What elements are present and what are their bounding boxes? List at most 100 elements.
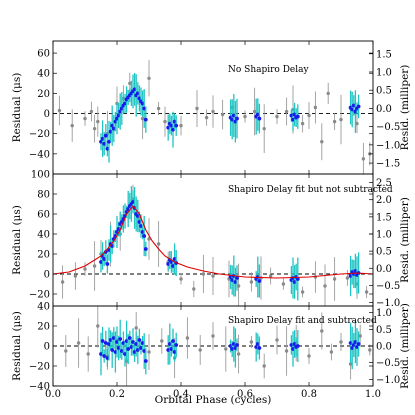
data-point-blue [353, 340, 358, 344]
top-y-axis-title: Residual (μs) [11, 73, 23, 143]
bottom-y2-axis-title: Resid. (milliper) [399, 303, 411, 389]
data-point-grey [179, 277, 183, 281]
shapiro-delay-model-curve [53, 205, 373, 279]
data-point-grey [345, 276, 350, 280]
data-point-grey [147, 76, 151, 80]
data-point-grey [60, 280, 65, 284]
data-point-grey [160, 339, 164, 343]
data-point-blue [100, 339, 105, 343]
bottom-annotation: Shapiro Delay fit and subtracted [228, 316, 377, 326]
data-point-grey [92, 264, 97, 268]
data-point-grey [300, 121, 305, 126]
middle-axes: −20 0 20 40 60 80 100 −1.0 −0.5 0.0 0.5 1.0 1.5 2.0 2.… [29, 170, 400, 310]
data-point-blue [257, 116, 262, 121]
y-tick-label: −40 [29, 382, 50, 393]
middle-annotation: Shapiro Delay fit but not subtracted [228, 185, 393, 195]
y-tick-label: 60 [37, 49, 50, 60]
data-point-grey [332, 277, 337, 281]
data-point-blue [110, 123, 115, 128]
data-point-grey [211, 109, 215, 114]
y2-tick-label: 1.0 [376, 230, 392, 241]
data-point-blue [142, 234, 147, 238]
data-point-blue [295, 277, 300, 281]
data-point-grey [73, 274, 78, 278]
y2-tick-label: 1.0 [376, 67, 392, 78]
data-point-grey [163, 119, 167, 124]
y2-tick-label: 0.5 [376, 325, 392, 336]
data-point-grey [284, 109, 289, 114]
y-tick-label: 100 [31, 170, 50, 181]
data-point-blue [353, 269, 358, 273]
data-point-blue [356, 104, 361, 109]
data-point-grey [86, 352, 90, 356]
data-point-grey [185, 336, 190, 340]
data-point-grey [236, 352, 241, 356]
data-point-grey [83, 267, 87, 271]
y-tick-label: 20 [37, 322, 50, 333]
y-tick-label: −20 [29, 290, 50, 301]
data-point-grey [156, 106, 161, 111]
data-point-grey [57, 108, 62, 113]
x-tick-label: 0.4 [173, 389, 189, 400]
data-point-grey [252, 109, 257, 114]
y-tick-label: −40 [29, 149, 50, 160]
data-point-blue [235, 276, 239, 280]
data-point-blue [102, 141, 107, 146]
data-point-grey [220, 112, 225, 117]
bottom-data-layer [53, 306, 373, 386]
data-point-grey [83, 116, 87, 121]
data-point-grey [134, 326, 138, 330]
data-point-blue [110, 348, 115, 352]
data-point-grey [70, 123, 74, 128]
data-point-grey [198, 348, 202, 352]
data-point-grey [89, 109, 94, 114]
data-point-grey [262, 364, 266, 368]
y2-tick-label: −1.0 [376, 140, 400, 151]
data-point-grey [339, 340, 343, 344]
y-tick-label: 40 [37, 230, 50, 241]
y2-tick-label: −1.5 [376, 159, 400, 170]
data-point-blue [295, 344, 300, 348]
data-point-grey [268, 274, 273, 278]
data-point-blue [143, 359, 148, 363]
data-point-grey [64, 349, 68, 353]
data-point-blue [257, 346, 262, 350]
data-point-grey [249, 280, 254, 284]
data-point-grey [284, 349, 289, 353]
data-point-blue [102, 354, 107, 358]
data-point-grey [358, 334, 362, 338]
y2-tick-label: 0.0 [376, 264, 392, 275]
y-tick-label: −20 [29, 129, 50, 140]
data-point-grey [140, 116, 145, 121]
data-point-grey [204, 115, 209, 120]
y-tick-label: 60 [37, 210, 50, 221]
y2-tick-label: −1.0 [376, 375, 400, 386]
y2-tick-label: −0.5 [376, 122, 400, 133]
data-point-blue [292, 342, 297, 346]
data-point-blue [348, 274, 353, 278]
data-point-grey [339, 117, 343, 122]
bottom-axes: −40 −20 0 20 40 −1.0 −0.5 0.0 0.5 1.0 0.0 0.2 0.4 0.6… [29, 302, 400, 401]
data-point-blue [103, 341, 108, 345]
data-point-grey [300, 290, 305, 294]
data-point-blue [353, 109, 358, 114]
data-point-grey [243, 114, 247, 119]
y2-tick-label: 2.0 [376, 195, 392, 206]
data-point-grey [224, 347, 228, 351]
y2-tick-label: 1.5 [376, 49, 392, 60]
y2-tick-label: 0.0 [376, 342, 392, 353]
y2-tick-label: −0.5 [376, 281, 400, 292]
data-point-grey [275, 114, 279, 119]
y-tick-label: 0 [44, 109, 50, 120]
data-point-grey [364, 290, 369, 294]
top-annotation: No Shapiro Delay [228, 65, 309, 75]
data-point-grey [262, 126, 266, 131]
panel-no-shapiro-delay: −40 −20 0 20 40 60 −1.5 −1.0 −0.5 0.0 0.5 1.0 1.5 No… [11, 40, 411, 175]
y2-tick-label: −1.0 [376, 298, 400, 309]
y2-tick-label: 1.5 [376, 212, 392, 223]
top-axes: −40 −20 0 20 40 60 −1.5 −1.0 −0.5 0.0 0.5 1.0 1.5 [29, 41, 400, 174]
data-point-blue [356, 342, 361, 346]
y2-tick-label: 0.5 [376, 86, 392, 97]
data-point-grey [355, 121, 359, 126]
panel-shapiro-subtracted: −40 −20 0 20 40 −1.0 −0.5 0.0 0.5 1.0 0.0 0.2 0.4 0.6… [11, 302, 411, 407]
